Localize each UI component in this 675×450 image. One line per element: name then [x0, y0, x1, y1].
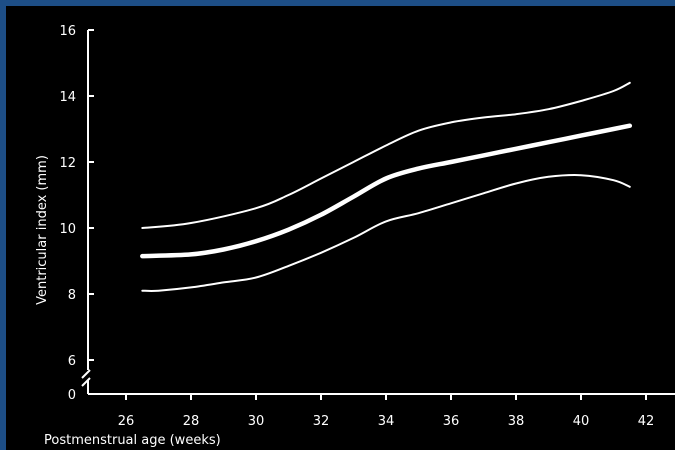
y-axis-title: Ventricular index (mm): [35, 155, 50, 305]
x-tick-label: 42: [638, 414, 655, 429]
y-tick-label: 12: [59, 156, 76, 171]
y-axis-break: [81, 369, 91, 387]
x-tick-label: 26: [118, 414, 135, 429]
x-tick-label: 34: [378, 414, 395, 429]
x-tick-label: 38: [508, 414, 525, 429]
y-tick-label: 8: [68, 288, 76, 303]
y-tick-label: 10: [59, 222, 76, 237]
y-tick-label: 16: [59, 24, 76, 39]
x-tick-label: 28: [183, 414, 200, 429]
x-tick-label: 40: [573, 414, 590, 429]
curves: [140, 81, 633, 292]
mean-curve: [140, 123, 633, 259]
y-tick-label: 14: [59, 90, 76, 105]
y-tick-label: 6: [68, 354, 76, 369]
chart-panel: [6, 6, 675, 450]
x-tick-label: 36: [443, 414, 460, 429]
y-tick-label: 0: [68, 388, 76, 403]
upper-curve: [141, 81, 631, 229]
lower-curve: [141, 174, 631, 292]
x-tick-label: 32: [313, 414, 330, 429]
tick-marks: 0 6 8 10 12 14 16 26 28 30 32 34 36 38 40 42: [59, 24, 654, 429]
axes: [81, 30, 675, 395]
x-axis-title: Postmenstrual age (weeks): [44, 433, 221, 448]
x-tick-label: 30: [248, 414, 265, 429]
